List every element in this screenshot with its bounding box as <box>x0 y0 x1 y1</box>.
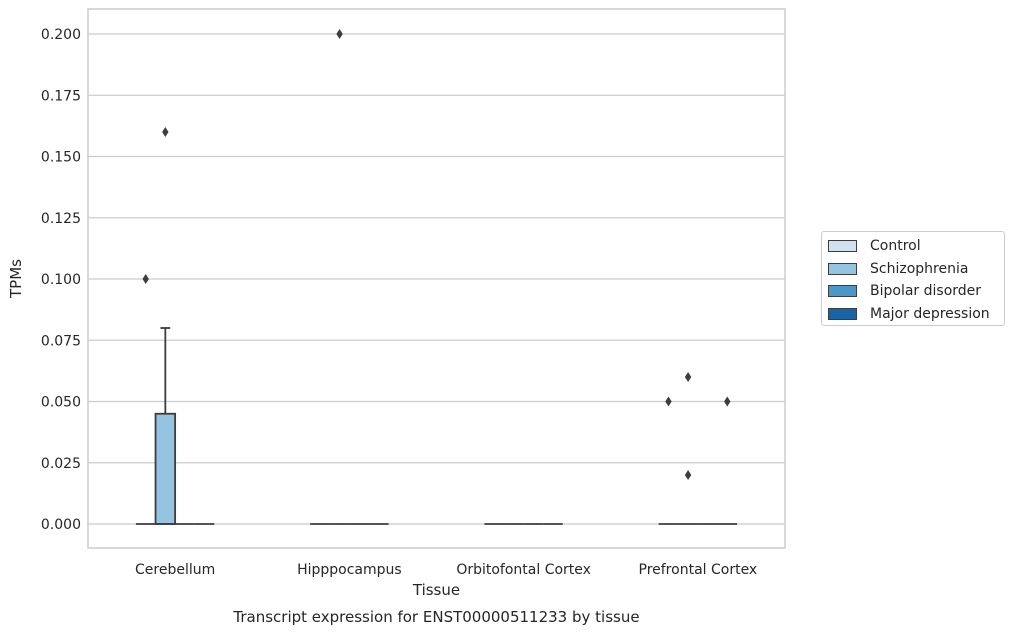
y-tick-label: 0.000 <box>41 517 81 533</box>
y-tick-label: 0.125 <box>41 211 81 227</box>
legend-item: Bipolar disorder <box>828 282 981 300</box>
outlier-point <box>162 127 169 137</box>
legend-label: Control <box>870 238 921 254</box>
box-schizophrenia <box>329 29 350 525</box>
x-tick-label: Orbitofontal Cortex <box>456 562 591 578</box>
x-tick-label: Prefrontal Cortex <box>639 562 758 578</box>
outlier-point <box>684 372 692 382</box>
legend-label: Bipolar disorder <box>870 283 982 299</box>
y-tick-labels: 0.000 0.025 0.050 0.075 0.100 0.125 0.150 0.175… <box>41 27 81 533</box>
legend-item: Control <box>828 237 921 255</box>
outlier-point <box>336 29 343 39</box>
y-tick-label: 0.050 <box>41 395 81 411</box>
legend-item: Major depression <box>828 305 990 323</box>
box-schizophrenia <box>678 372 698 525</box>
y-tick-label: 0.175 <box>41 88 81 104</box>
chart-title: Transcript expression for ENST0000051123… <box>232 608 639 626</box>
y-tick-label: 0.100 <box>41 272 81 288</box>
x-tick-label: Cerebellum <box>135 562 215 578</box>
box-schizophrenia <box>154 127 177 525</box>
legend-swatch <box>828 240 857 252</box>
legend-swatch <box>828 307 857 320</box>
legend-label: Major depression <box>870 305 990 322</box>
outlier-point <box>142 274 149 284</box>
x-axis-title: Tissue <box>412 581 460 599</box>
box-layer <box>135 29 738 525</box>
box-control <box>658 396 679 525</box>
y-tick-label: 0.025 <box>41 456 81 472</box>
gridlines <box>88 33 785 525</box>
x-tick-label: Hipppocampus <box>297 562 402 578</box>
outlier-point <box>665 396 672 407</box>
box-body <box>154 412 177 525</box>
outlier-point <box>724 396 731 407</box>
box-major-depression <box>717 396 738 525</box>
outlier-point <box>684 470 692 480</box>
y-axis-title: TPMs <box>7 259 25 299</box>
box-control <box>135 274 156 525</box>
plot-area-frame <box>87 8 786 549</box>
legend: Control Schizophrenia Bipolar disorder Majo… <box>821 231 1005 326</box>
legend-label: Schizophrenia <box>870 260 969 277</box>
y-tick-label: 0.075 <box>41 333 81 349</box>
y-tick-label: 0.200 <box>41 27 81 43</box>
x-tick-labels: Cerebellum Hipppocampus Orbitofontal Corte… <box>135 562 757 578</box>
legend-item: Schizophrenia <box>828 260 968 278</box>
legend-swatch <box>828 285 857 297</box>
y-tick-label: 0.150 <box>41 150 81 166</box>
legend-swatch <box>828 262 857 275</box>
